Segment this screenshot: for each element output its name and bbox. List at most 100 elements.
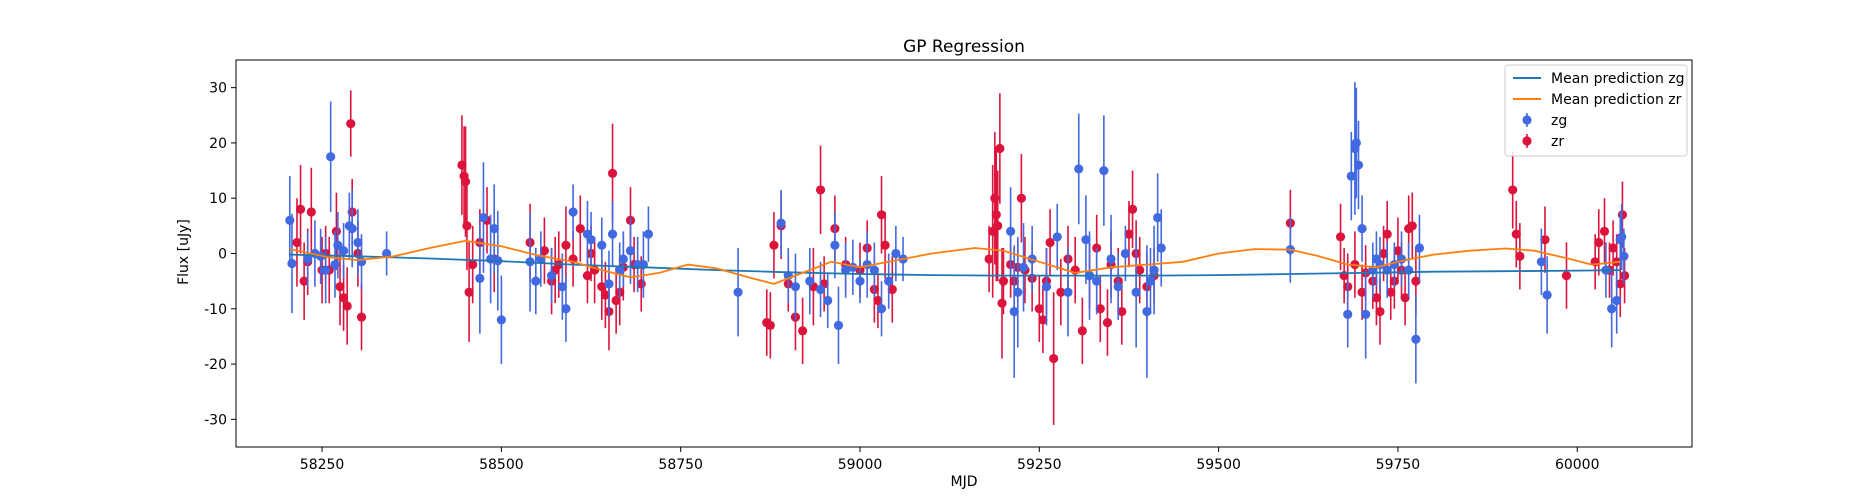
zr-point <box>561 240 571 250</box>
zr-point <box>575 224 585 234</box>
zg-point <box>1006 226 1016 236</box>
zg-point <box>333 240 343 250</box>
zg-point <box>1063 287 1073 297</box>
zg-point <box>855 276 865 286</box>
zg-point <box>557 282 567 292</box>
zg-point <box>1120 248 1130 259</box>
x-tick-label: 58750 <box>658 457 703 473</box>
zr-point <box>462 221 472 231</box>
zg-point <box>586 235 596 245</box>
zr-point <box>1117 306 1127 317</box>
zr-point <box>306 207 316 217</box>
zr-point <box>1016 193 1026 203</box>
chart-title: GP Regression <box>903 37 1025 57</box>
zr-point <box>457 160 467 170</box>
legend-marker-swatch <box>1522 115 1532 125</box>
zg-point <box>1357 224 1367 234</box>
zg-point <box>830 240 840 250</box>
zg-point <box>597 240 607 250</box>
zg-point <box>546 271 557 281</box>
zg-point <box>1414 243 1425 253</box>
legend-label: Mean prediction zg <box>1551 71 1685 87</box>
zr-point <box>1045 237 1055 248</box>
zg-point <box>1052 232 1062 242</box>
legend-label: zg <box>1551 113 1567 129</box>
zg-point <box>1617 232 1627 242</box>
zr-point <box>1407 221 1417 231</box>
zg-point <box>790 282 801 292</box>
zr-point <box>1400 293 1410 303</box>
zr-point <box>597 282 607 292</box>
legend-box <box>1504 64 1688 157</box>
zg-point <box>1131 287 1141 297</box>
y-axis-title: Flux [uJy] <box>176 219 192 285</box>
zr-point <box>1511 229 1521 239</box>
zr-point <box>468 259 478 270</box>
zg-point <box>303 254 313 264</box>
zr-point <box>876 210 887 220</box>
zg-point <box>382 248 392 259</box>
zr-point <box>1375 306 1385 317</box>
zg-point <box>1074 164 1084 174</box>
zg-point <box>869 265 879 275</box>
zg-point <box>823 295 833 306</box>
zr-point <box>539 246 550 256</box>
zr-point <box>769 240 779 250</box>
zr-point <box>342 301 352 311</box>
y-tick-label: -10 <box>204 302 227 318</box>
zg-point <box>1092 276 1102 286</box>
zg-point <box>891 248 901 259</box>
zg-point <box>568 207 578 217</box>
zr-point <box>1561 271 1572 281</box>
zg-point <box>1013 287 1023 297</box>
zr-point <box>1515 251 1525 261</box>
zr-point <box>1371 293 1382 303</box>
y-tick-label: 0 <box>218 247 227 263</box>
zr-point <box>464 287 474 297</box>
zr-point <box>611 295 621 306</box>
zr-point <box>1615 279 1625 289</box>
zg-point <box>1018 262 1029 272</box>
zg-point <box>876 304 887 314</box>
zr-point <box>295 204 306 214</box>
zr-point <box>1049 353 1059 364</box>
zg-point <box>1106 254 1116 264</box>
zg-point <box>815 284 826 295</box>
x-tick-label: 59250 <box>1017 457 1062 473</box>
zr-point <box>1378 248 1389 259</box>
zg-point <box>1113 282 1123 292</box>
zg-point <box>475 273 485 283</box>
zr-point <box>765 320 775 330</box>
zg-point <box>1041 282 1052 292</box>
zg-point <box>326 152 336 162</box>
zr-point <box>993 221 1003 231</box>
zg-point <box>1346 171 1356 181</box>
x-tick-label: 59000 <box>838 457 883 473</box>
plot-area: 58250 58500 58750 59000 59250 59500 59750 60000… <box>204 59 1693 473</box>
zg-point <box>1149 265 1159 275</box>
zr-point <box>1077 326 1087 336</box>
zr-point <box>299 276 309 286</box>
zg-point <box>1142 306 1152 317</box>
zr-point <box>1594 237 1604 248</box>
zr-point <box>995 143 1005 154</box>
zr-point <box>1335 232 1346 242</box>
zr-point <box>331 226 342 236</box>
zg-point <box>776 218 786 228</box>
zr-point <box>335 282 345 292</box>
zr-point <box>1386 287 1396 297</box>
x-tick-label: 58500 <box>479 457 524 473</box>
legend-label: zr <box>1551 134 1564 150</box>
zr-point <box>1034 304 1044 314</box>
zr-point <box>582 271 593 281</box>
zg-point <box>347 224 357 234</box>
zr-point <box>292 237 302 248</box>
zr-point <box>1124 229 1134 239</box>
zr-point <box>1038 315 1048 325</box>
zg-point <box>287 258 297 269</box>
zr-point <box>1102 318 1113 328</box>
zr-point <box>997 298 1007 308</box>
zr-point <box>1135 265 1145 275</box>
zr-point <box>346 118 356 129</box>
